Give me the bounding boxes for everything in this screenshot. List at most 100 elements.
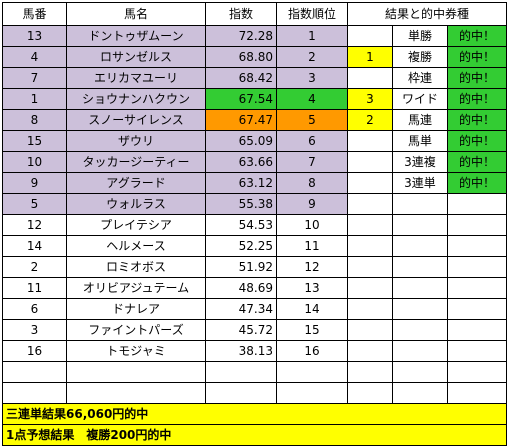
ticket-type-cell: 馬単 <box>392 130 448 152</box>
table-row: 9 アグラード 63.12 8 3連単 的中！ <box>2 172 507 194</box>
horse-number-cell: 8 <box>2 109 67 131</box>
ticket-type-cell: 3連単 <box>392 172 448 194</box>
hit-cell <box>447 382 507 404</box>
horse-number-cell: 11 <box>2 277 67 299</box>
horse-name-cell: ドナレア <box>66 298 206 320</box>
hit-cell: 的中！ <box>447 88 507 110</box>
score-rank-cell: 7 <box>276 151 348 173</box>
table-row <box>2 361 507 383</box>
result-position-cell <box>347 361 393 383</box>
table-row: 15 ザウリ 65.09 6 馬単 的中！ <box>2 130 507 152</box>
ticket-type-cell: 3連複 <box>392 151 448 173</box>
score-rank-cell: 4 <box>276 88 348 110</box>
ticket-type-cell <box>392 235 448 257</box>
horse-number-cell: 5 <box>2 193 67 215</box>
score-rank-cell: 5 <box>276 109 348 131</box>
result-position-cell <box>347 172 393 194</box>
score-cell <box>205 382 277 404</box>
horse-number-cell: 13 <box>2 25 67 47</box>
table-row: 12 プレイテシア 54.53 10 <box>2 214 507 236</box>
horse-number-cell: 16 <box>2 340 67 362</box>
score-rank-cell: 12 <box>276 256 348 278</box>
score-cell: 67.47 <box>205 109 277 131</box>
footer-trifecta-result: 三連単結果66,060円的中 <box>2 403 507 425</box>
hit-cell <box>447 214 507 236</box>
score-rank-cell: 13 <box>276 277 348 299</box>
score-rank-cell: 9 <box>276 193 348 215</box>
result-position-cell <box>347 382 393 404</box>
score-cell: 52.25 <box>205 235 277 257</box>
hit-cell <box>447 256 507 278</box>
result-position-cell <box>347 67 393 89</box>
header-row: 馬番 馬名 指数 指数順位 結果と的中券種 <box>2 2 507 26</box>
hit-cell <box>447 340 507 362</box>
header-result-ticket: 結果と的中券種 <box>347 2 507 26</box>
score-rank-cell: 6 <box>276 130 348 152</box>
score-cell: 55.38 <box>205 193 277 215</box>
ticket-type-cell <box>392 361 448 383</box>
score-cell: 38.13 <box>205 340 277 362</box>
horse-number-cell: 12 <box>2 214 67 236</box>
result-position-cell <box>347 214 393 236</box>
score-cell: 48.69 <box>205 277 277 299</box>
ticket-type-cell <box>392 382 448 404</box>
result-position-cell <box>347 319 393 341</box>
hit-cell: 的中！ <box>447 67 507 89</box>
header-horse-name: 馬名 <box>66 2 206 26</box>
score-rank-cell: 8 <box>276 172 348 194</box>
horse-name-cell: タッカージーティー <box>66 151 206 173</box>
ticket-type-cell <box>392 340 448 362</box>
horse-name-cell <box>66 361 206 383</box>
hit-cell: 的中！ <box>447 46 507 68</box>
hit-cell <box>447 298 507 320</box>
result-position-cell: 2 <box>347 109 393 131</box>
score-rank-cell: 3 <box>276 67 348 89</box>
score-cell: 72.28 <box>205 25 277 47</box>
results-table: 馬番 馬名 指数 指数順位 結果と的中券種 13 ドントゥザムーン 72.28 1 単勝… <box>2 2 507 446</box>
table-row: 13 ドントゥザムーン 72.28 1 単勝 的中！ <box>2 25 507 47</box>
footer-row-2: 1点予想結果 複勝200円的中 <box>2 424 507 446</box>
horse-number-cell: 2 <box>2 256 67 278</box>
horse-name-cell: ロミオボス <box>66 256 206 278</box>
score-rank-cell: 1 <box>276 25 348 47</box>
score-rank-cell: 2 <box>276 46 348 68</box>
hit-cell <box>447 319 507 341</box>
score-cell: 47.34 <box>205 298 277 320</box>
result-position-cell: 3 <box>347 88 393 110</box>
table-row: 4 ロサンゼルス 68.80 2 1 複勝 的中！ <box>2 46 507 68</box>
horse-number-cell: 15 <box>2 130 67 152</box>
ticket-type-cell: ワイド <box>392 88 448 110</box>
score-rank-cell <box>276 361 348 383</box>
hit-cell <box>447 193 507 215</box>
table-row: 2 ロミオボス 51.92 12 <box>2 256 507 278</box>
score-cell: 54.53 <box>205 214 277 236</box>
score-cell <box>205 361 277 383</box>
result-position-cell <box>347 277 393 299</box>
result-position-cell <box>347 130 393 152</box>
table-row: 6 ドナレア 47.34 14 <box>2 298 507 320</box>
score-rank-cell: 11 <box>276 235 348 257</box>
result-position-cell <box>347 256 393 278</box>
score-rank-cell: 14 <box>276 298 348 320</box>
table-row: 14 ヘルメース 52.25 11 <box>2 235 507 257</box>
ticket-type-cell <box>392 319 448 341</box>
hit-cell <box>447 277 507 299</box>
horse-name-cell: ヘルメース <box>66 235 206 257</box>
footer-single-bet-result: 1点予想結果 複勝200円的中 <box>2 424 507 446</box>
result-position-cell <box>347 298 393 320</box>
result-position-cell <box>347 235 393 257</box>
horse-number-cell <box>2 382 67 404</box>
ticket-type-cell: 単勝 <box>392 25 448 47</box>
ticket-type-cell <box>392 277 448 299</box>
horse-name-cell: ロサンゼルス <box>66 46 206 68</box>
ticket-type-cell <box>392 214 448 236</box>
score-rank-cell <box>276 382 348 404</box>
table-row: 3 ファイントパーズ 45.72 15 <box>2 319 507 341</box>
hit-cell: 的中！ <box>447 151 507 173</box>
header-score: 指数 <box>205 2 277 26</box>
result-position-cell: 1 <box>347 46 393 68</box>
horse-number-cell: 10 <box>2 151 67 173</box>
hit-cell <box>447 235 507 257</box>
score-rank-cell: 10 <box>276 214 348 236</box>
hit-cell: 的中！ <box>447 25 507 47</box>
